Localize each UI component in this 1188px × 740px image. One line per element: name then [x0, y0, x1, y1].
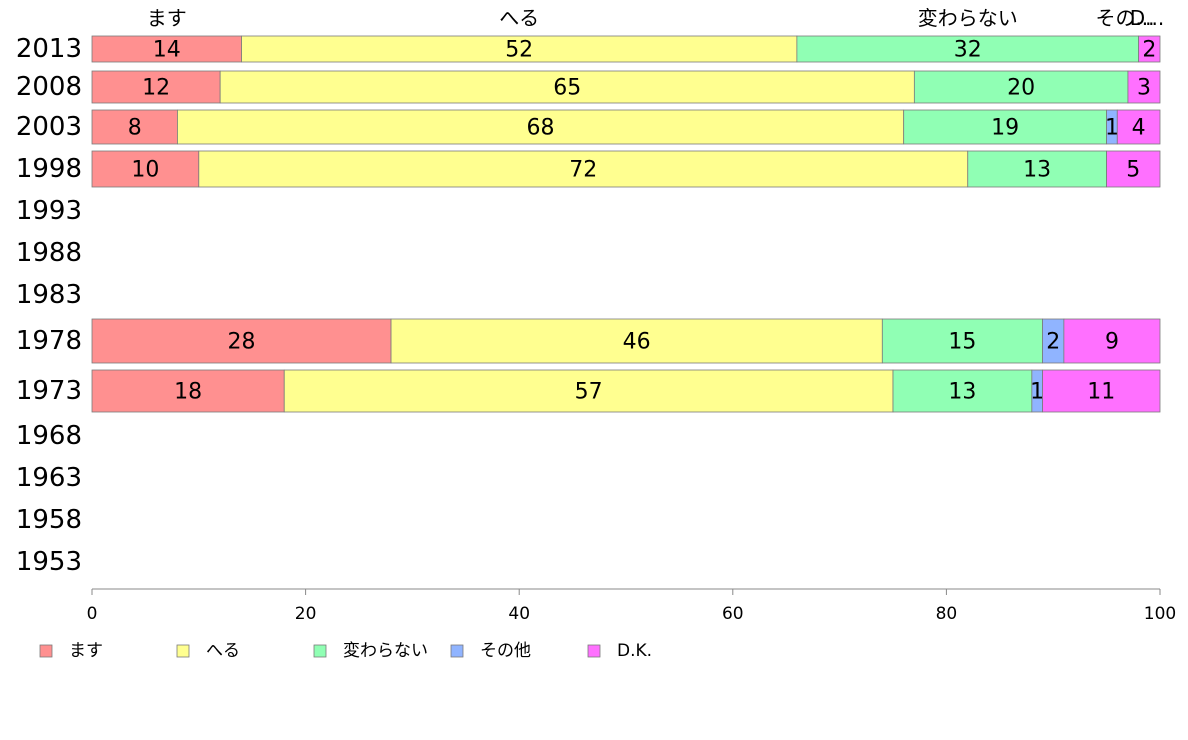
top-series-label: D...: [1130, 6, 1164, 30]
bar-value-label: 2: [1142, 38, 1156, 63]
bar-value-label: 68: [527, 116, 555, 141]
year-label: 1993: [16, 196, 82, 226]
bar-value-label: 10: [131, 158, 159, 183]
bar-segment: [91, 35, 242, 63]
bar-value-label: 52: [505, 38, 533, 63]
year-label: 1968: [16, 421, 82, 451]
legend-swatch: [313, 644, 327, 658]
bar-value-label: 57: [575, 380, 603, 405]
bar-value-label: 3: [1137, 76, 1151, 101]
x-tick-label: 80: [936, 604, 958, 624]
bar-value-label: 20: [1007, 76, 1035, 101]
bar-value-label: 13: [1023, 158, 1051, 183]
bar-segment: [796, 35, 1140, 63]
bar-segment: [903, 109, 1107, 145]
bar-value-label: 5: [1126, 158, 1140, 183]
bar-segment: [390, 318, 883, 364]
legend-swatch: [587, 644, 601, 658]
bar-segment: [967, 150, 1108, 188]
top-series-label: 変わらない: [918, 6, 1018, 30]
legend-label: 変わらない: [343, 641, 428, 661]
top-series-label: へる: [499, 6, 539, 30]
bar-value-label: 1: [1105, 116, 1119, 141]
legend-label: D.K.: [617, 641, 652, 661]
bar-segment: [913, 70, 1129, 104]
bar-value-label: 65: [553, 76, 581, 101]
top-labels-layer: ます へる 変わらない その...D...: [147, 6, 1164, 30]
year-label: 1983: [16, 280, 82, 310]
bar-segment: [1116, 109, 1161, 145]
bar-segment: [881, 318, 1043, 364]
x-tick-label: 60: [722, 604, 744, 624]
bar-segment: [91, 70, 221, 104]
x-tick-label: 20: [295, 604, 317, 624]
bar-segment: [1138, 35, 1161, 63]
legend-swatch: [39, 644, 53, 658]
bar-value-label: 11: [1087, 380, 1115, 405]
year-label: 1988: [16, 238, 82, 268]
bar-segment: [283, 369, 894, 413]
bar-segment: [91, 150, 200, 188]
legend-swatch: [176, 644, 190, 658]
bar-value-label: 13: [948, 380, 976, 405]
bar-value-label: 18: [174, 380, 202, 405]
year-label: 1958: [16, 505, 82, 535]
bar-segment: [91, 318, 392, 364]
year-label: 2013: [16, 34, 82, 64]
bar-value-label: 46: [623, 330, 651, 355]
bar-value-label: 12: [142, 76, 170, 101]
year-label: 1978: [16, 326, 82, 356]
legend: ます へる 変わらない その他 D.K.: [39, 641, 652, 661]
x-tick-label: 0: [87, 604, 98, 624]
year-label: 2008: [16, 72, 82, 102]
bar-value-label: 72: [569, 158, 597, 183]
row-labels-layer: 2013 2008 2003 1998 1993 1988 1983 1978 1973 1968…: [16, 34, 82, 577]
x-axis: 0 20 40 60 80 100: [87, 588, 1176, 624]
bar-segment: [91, 109, 178, 145]
bar-value-label: 4: [1132, 116, 1146, 141]
bar-segment: [219, 70, 915, 104]
legend-label: ます: [69, 641, 103, 661]
x-tick-label: 100: [1144, 604, 1176, 624]
bar-value-label: 19: [991, 116, 1019, 141]
legend-swatch: [450, 644, 464, 658]
bar-value-label: 28: [228, 330, 256, 355]
x-tick-label: 40: [508, 604, 530, 624]
bar-segment: [1106, 150, 1161, 188]
bar-segment: [1042, 369, 1161, 413]
legend-label: へる: [206, 641, 240, 661]
bar-value-label: 14: [153, 38, 181, 63]
bar-value-label: 1: [1030, 380, 1044, 405]
bar-value-label: 2: [1046, 330, 1060, 355]
bar-segment: [1063, 318, 1161, 364]
bar-segment: [177, 109, 905, 145]
top-series-label: ます: [147, 6, 187, 30]
bar-value-label: 15: [948, 330, 976, 355]
year-label: 1973: [16, 376, 82, 406]
year-label: 2003: [16, 112, 82, 142]
bars-layer: 14 52 32 212 65 20 38 68 19 1 410 72 13 528 46 15 2 918 57…: [91, 35, 1161, 413]
legend-label: その他: [480, 641, 531, 661]
bar-segment: [1127, 70, 1161, 104]
bar-value-label: 32: [954, 38, 982, 63]
top-series-label: その...: [1095, 6, 1154, 30]
bar-value-label: 8: [128, 116, 142, 141]
year-label: 1963: [16, 463, 82, 493]
year-label: 1998: [16, 154, 82, 184]
year-label: 1953: [16, 547, 82, 577]
bar-value-label: 9: [1105, 330, 1119, 355]
bar-segment: [892, 369, 1033, 413]
bar-segment: [241, 35, 798, 63]
